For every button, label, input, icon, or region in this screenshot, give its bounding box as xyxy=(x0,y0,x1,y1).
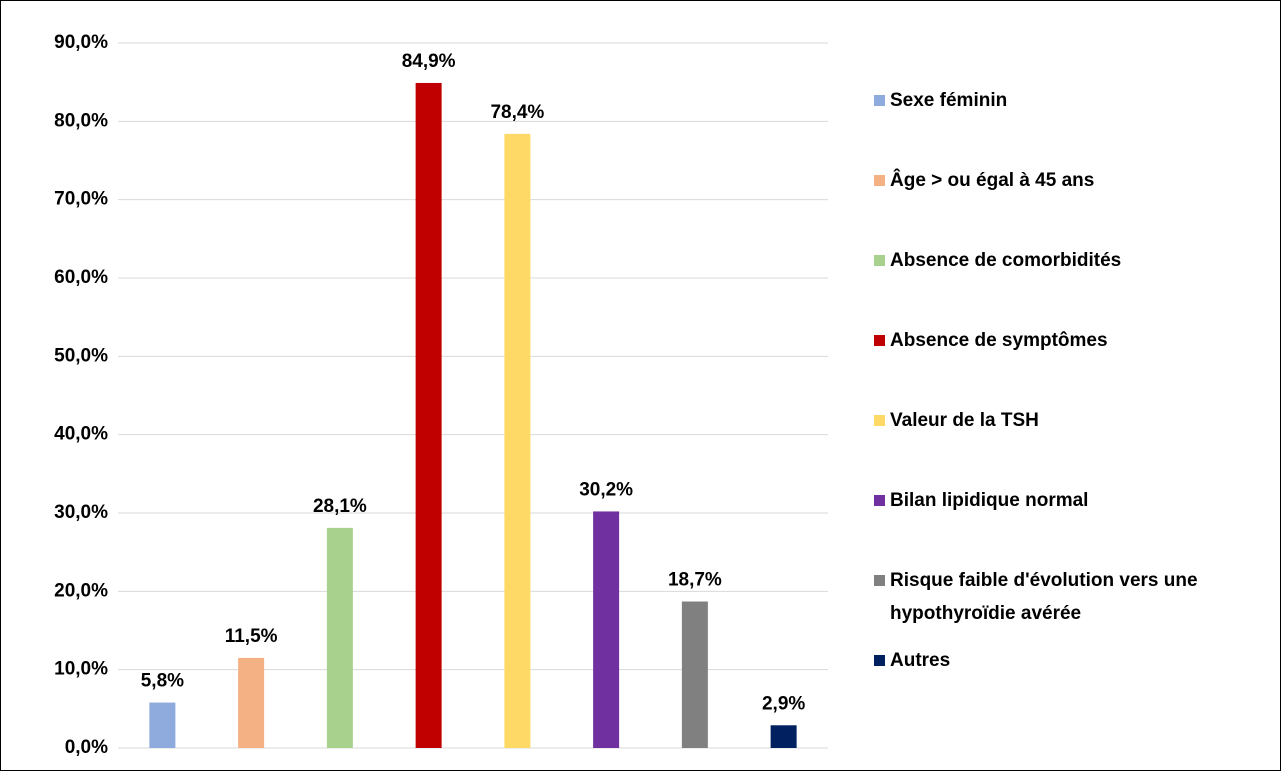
legend-label: Risque faible d'évolution vers une hypot… xyxy=(890,570,1198,624)
legend-item: Âge > ou égal à 45 ans xyxy=(874,164,1269,197)
legend-item: Bilan lipidique normal xyxy=(874,484,1269,517)
legend-label: Absence de comorbidités xyxy=(890,250,1122,271)
legend-item: Absence de symptômes xyxy=(874,324,1269,357)
bar xyxy=(326,527,353,748)
legend-swatch xyxy=(874,175,885,186)
legend-swatch xyxy=(874,255,885,266)
y-tick-label: 80,0% xyxy=(54,110,108,131)
bar xyxy=(238,657,265,748)
y-tick-label: 20,0% xyxy=(54,580,108,601)
legend-swatch xyxy=(874,335,885,346)
legend-item: Valeur de la TSH xyxy=(874,404,1269,437)
y-tick-label: 0,0% xyxy=(65,737,108,758)
y-tick-label: 90,0% xyxy=(54,32,108,53)
data-label: 5,8% xyxy=(141,671,184,692)
bar xyxy=(415,82,442,748)
legend-swatch xyxy=(874,415,885,426)
legend-item: Autres xyxy=(874,644,1269,677)
y-tick-label: 30,0% xyxy=(54,502,108,523)
data-label: 2,9% xyxy=(762,693,805,714)
legend-swatch xyxy=(874,495,885,506)
bar xyxy=(504,133,531,748)
bar xyxy=(770,725,797,748)
y-tick-label: 60,0% xyxy=(54,267,108,288)
legend-swatch xyxy=(874,95,885,106)
data-label: 30,2% xyxy=(579,479,633,500)
bar xyxy=(593,511,620,748)
legend-swatch xyxy=(874,575,885,586)
bar xyxy=(681,601,708,748)
data-label: 28,1% xyxy=(313,496,367,517)
legend-item: Risque faible d'évolution vers une hypot… xyxy=(874,564,1269,630)
data-label: 18,7% xyxy=(668,570,722,591)
y-tick-label: 50,0% xyxy=(54,345,108,366)
legend-label: Absence de symptômes xyxy=(890,330,1108,351)
y-tick-label: 40,0% xyxy=(54,424,108,445)
data-label: 84,9% xyxy=(402,51,456,72)
y-tick-label: 10,0% xyxy=(54,659,108,680)
legend-label: Sexe féminin xyxy=(890,90,1008,111)
legend-label: Bilan lipidique normal xyxy=(890,490,1089,511)
data-label: 11,5% xyxy=(225,626,278,647)
bar xyxy=(149,702,176,748)
legend-label: Âge > ou égal à 45 ans xyxy=(890,170,1095,191)
legend-item: Absence de comorbidités xyxy=(874,244,1269,277)
legend-label: Valeur de la TSH xyxy=(890,410,1039,431)
data-label: 78,4% xyxy=(490,102,544,123)
y-tick-label: 70,0% xyxy=(54,189,108,210)
legend-item: Sexe féminin xyxy=(874,84,1269,117)
legend-label: Autres xyxy=(890,650,951,671)
legend-swatch xyxy=(874,655,885,666)
